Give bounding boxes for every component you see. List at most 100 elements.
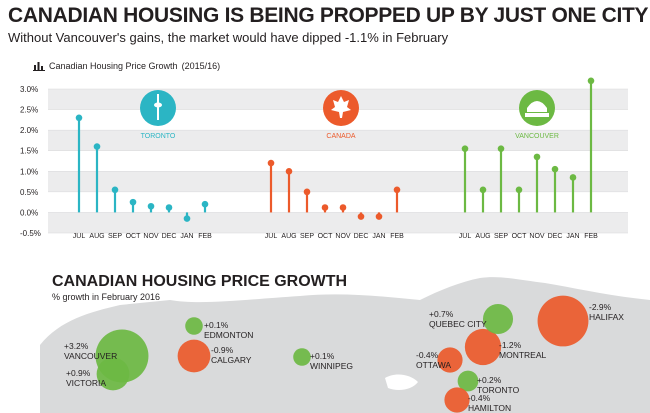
city-bubble bbox=[293, 348, 311, 366]
city-name: CALGARY bbox=[211, 355, 252, 365]
lollipop-point bbox=[267, 159, 275, 167]
city-label: -0.4% HAMILTON bbox=[468, 393, 511, 413]
city-name: TORONTO bbox=[477, 385, 520, 395]
x-tick-label: OCT bbox=[512, 233, 528, 240]
grid-band bbox=[48, 130, 628, 151]
city-label: +0.1% EDMONTON bbox=[204, 320, 253, 340]
lollipop-point bbox=[93, 143, 101, 150]
y-tick-label: 0.5% bbox=[20, 188, 38, 197]
dome-building-icon bbox=[519, 90, 555, 126]
x-tick-label: SEP bbox=[108, 233, 122, 240]
city-label: +0.1% WINNIPEG bbox=[310, 351, 353, 371]
x-tick-label: DEC bbox=[162, 233, 177, 240]
lollipop-point bbox=[111, 186, 119, 194]
city-label: -0.4% OTTAWA bbox=[416, 350, 451, 370]
city-value: +0.1% bbox=[204, 320, 229, 330]
city-bubble bbox=[177, 339, 211, 373]
x-tick-label: SEP bbox=[494, 233, 508, 240]
x-tick-label: JAN bbox=[566, 233, 579, 240]
x-tick-label: OCT bbox=[126, 233, 142, 240]
y-tick-label: 2.5% bbox=[20, 106, 38, 115]
lollipop-point bbox=[497, 145, 505, 152]
city-value: +3.2% bbox=[64, 341, 89, 351]
lollipop-point bbox=[587, 77, 595, 85]
lollipop-point bbox=[339, 204, 347, 211]
lollipop-point bbox=[75, 114, 83, 122]
city-name: VICTORIA bbox=[66, 378, 106, 388]
city-value: +0.9% bbox=[66, 368, 91, 378]
lollipop-chart: 3.0%2.5%2.0%1.5%1.0%0.5%0.0%-0.5% JUL AUG S… bbox=[20, 77, 628, 240]
y-tick-label: -0.5% bbox=[20, 229, 41, 238]
lollipop-point bbox=[375, 213, 383, 220]
x-tick-label: JUL bbox=[459, 233, 472, 240]
x-tick-label: FEB bbox=[584, 233, 598, 240]
city-name: HALIFAX bbox=[589, 312, 624, 322]
x-tick-label: AUG bbox=[475, 233, 490, 240]
x-tick-label: DEC bbox=[354, 233, 369, 240]
lollipop-point bbox=[533, 153, 541, 161]
city-name: WINNIPEG bbox=[310, 361, 353, 371]
city-bubble bbox=[482, 303, 514, 335]
x-tick-label: SEP bbox=[300, 233, 314, 240]
lollipop-point bbox=[183, 215, 191, 222]
y-tick-label: 1.5% bbox=[20, 147, 38, 156]
city-value: -0.4% bbox=[468, 393, 491, 403]
city-bubble bbox=[437, 347, 463, 373]
lollipop-point bbox=[303, 188, 311, 196]
city-label: -0.9% CALGARY bbox=[211, 345, 251, 365]
x-tick-label: FEB bbox=[198, 233, 212, 240]
city-value: -0.9% bbox=[211, 345, 234, 355]
city-label: +3.2% VANCOUVER bbox=[64, 341, 117, 361]
city-value: -2.9% bbox=[589, 302, 612, 312]
lollipop-point bbox=[515, 186, 523, 194]
lollipop-point bbox=[129, 198, 137, 206]
lollipop-point bbox=[285, 167, 293, 175]
x-tick-label: DEC bbox=[548, 233, 563, 240]
y-tick-label: 0.0% bbox=[20, 208, 38, 217]
city-bubble bbox=[185, 317, 203, 335]
city-label: +0.2% TORONTO bbox=[477, 375, 519, 395]
lollipop-point bbox=[357, 213, 365, 220]
x-tick-label: NOV bbox=[335, 233, 351, 240]
x-tick-label: NOV bbox=[529, 233, 545, 240]
series-label: CANADA bbox=[326, 133, 356, 140]
x-tick-label: JUL bbox=[265, 233, 278, 240]
x-tick-label: JAN bbox=[372, 233, 385, 240]
city-bubble bbox=[537, 295, 589, 347]
city-name: QUEBEC CITY bbox=[429, 319, 487, 329]
city-value: +0.1% bbox=[310, 351, 335, 361]
city-value: -0.4% bbox=[416, 350, 439, 360]
x-tick-label: JUL bbox=[73, 233, 86, 240]
city-name: MONTREAL bbox=[499, 350, 547, 360]
city-value: +0.2% bbox=[477, 375, 502, 385]
x-tick-label: JAN bbox=[180, 233, 193, 240]
city-bubble bbox=[464, 328, 502, 366]
lollipop-point bbox=[201, 200, 209, 208]
infographic-subtitle: Without Vancouver's gains, the market wo… bbox=[8, 30, 449, 45]
x-tick-label: FEB bbox=[390, 233, 404, 240]
city-value: +0.7% bbox=[429, 309, 454, 319]
city-label: +0.9% VICTORIA bbox=[66, 368, 106, 388]
cn-tower-icon bbox=[140, 90, 176, 126]
city-name: VANCOUVER bbox=[64, 351, 118, 361]
lollipop-point bbox=[147, 202, 155, 210]
x-tick-label: AUG bbox=[281, 233, 296, 240]
lollipop-point bbox=[321, 204, 329, 211]
maple-leaf-icon bbox=[323, 90, 359, 126]
chart-period: (2015/16) bbox=[181, 61, 221, 71]
city-name: EDMONTON bbox=[204, 330, 254, 340]
lollipop-point bbox=[461, 145, 469, 152]
city-bubble bbox=[457, 370, 479, 392]
city-name: HAMILTON bbox=[468, 403, 512, 413]
chart-label: Canadian Housing Price Growth bbox=[49, 61, 178, 71]
y-tick-label: 2.0% bbox=[20, 126, 38, 135]
city-name: OTTAWA bbox=[416, 360, 452, 370]
bar-chart-icon bbox=[33, 62, 45, 71]
lollipop-point bbox=[393, 186, 401, 194]
series-label: TORONTO bbox=[141, 133, 176, 140]
lollipop-point bbox=[551, 165, 559, 173]
great-lakes bbox=[385, 374, 418, 390]
city-label: -2.9% HALIFAX bbox=[589, 302, 624, 322]
x-tick-label: OCT bbox=[318, 233, 334, 240]
